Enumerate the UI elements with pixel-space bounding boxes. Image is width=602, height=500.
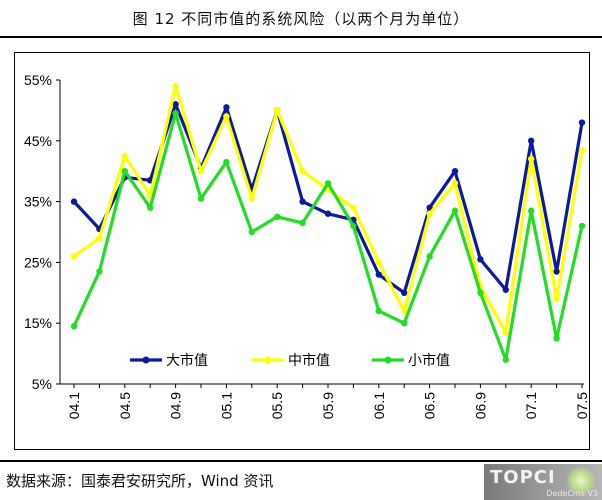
data-point: [70, 253, 78, 260]
data-point: [502, 329, 509, 336]
data-point: [197, 195, 205, 202]
data-point: [324, 180, 332, 187]
data-point: [578, 146, 586, 154]
data-point: [223, 158, 230, 166]
data-point: [553, 335, 560, 342]
data-point: [223, 104, 230, 111]
x-tick-label: 06.5: [422, 392, 438, 419]
data-point: [350, 204, 357, 211]
data-point: [96, 268, 103, 275]
data-point: [172, 110, 179, 117]
x-tick-label: 04.5: [117, 392, 133, 419]
data-point: [477, 289, 484, 296]
data-point: [147, 204, 154, 211]
data-point: [553, 268, 560, 275]
watermark-logo: TOPCI DedeCms V3: [484, 464, 602, 500]
risk-line-chart: 5% 15% 25% 35% 45% 55% 04.1 04.5 04.9 05.1 05.5 05.…: [24, 72, 590, 419]
x-tick-label: 06.9: [472, 392, 488, 419]
bottom-rule: [0, 460, 602, 462]
data-point: [197, 168, 205, 175]
x-tick-label: 05.9: [320, 392, 336, 419]
data-point: [553, 295, 560, 303]
x-tick-label: 07.5: [574, 392, 590, 419]
data-point: [350, 222, 357, 230]
data-point: [451, 180, 459, 187]
x-tick-label: 04.9: [168, 392, 184, 419]
y-tick-label: 35%: [24, 194, 52, 210]
y-tick-label: 5%: [32, 376, 52, 392]
data-point: [324, 210, 332, 217]
data-point: [121, 168, 128, 175]
legend-label: 中市值: [288, 352, 330, 369]
data-point: [299, 198, 306, 205]
data-point: [274, 213, 281, 220]
data-point: [528, 155, 535, 163]
data-point: [172, 82, 179, 90]
legend-swatch-marker: [142, 356, 150, 364]
data-point: [274, 107, 281, 114]
y-tick-label: 25%: [24, 254, 52, 270]
x-tick-label: 05.1: [218, 392, 234, 419]
x-tick-label: 05.5: [269, 392, 285, 419]
data-point: [451, 168, 459, 175]
y-tick-label: 15%: [24, 315, 52, 331]
x-tick-label: 04.1: [66, 392, 82, 419]
data-point: [578, 119, 586, 126]
data-point: [578, 222, 586, 230]
x-tick-label: 07.1: [523, 392, 539, 419]
data-source-note: 数据来源：国泰君安研究所，Wind 资讯: [6, 472, 274, 490]
legend-swatch-marker: [384, 356, 392, 364]
top-rule: [0, 36, 602, 38]
legend-label: 小市值: [408, 352, 450, 369]
data-point: [451, 207, 459, 214]
data-point: [528, 207, 535, 214]
data-point: [426, 210, 433, 217]
data-point: [248, 228, 255, 236]
data-point: [375, 271, 382, 278]
data-point: [121, 152, 128, 160]
data-point: [528, 137, 535, 144]
data-point: [375, 259, 382, 266]
data-point: [401, 320, 408, 327]
data-point: [299, 219, 306, 227]
data-point: [477, 256, 484, 263]
watermark-burst-icon: [566, 466, 596, 496]
watermark-subtext: DedeCms V3: [546, 489, 598, 498]
data-point: [401, 289, 408, 296]
watermark-text: TOPCI: [490, 467, 556, 488]
data-point: [299, 168, 306, 175]
data-point: [70, 198, 78, 205]
data-point: [375, 307, 382, 315]
data-point: [502, 356, 509, 363]
data-point: [172, 101, 179, 108]
data-point: [426, 253, 433, 260]
data-point: [70, 323, 78, 330]
legend-swatch-marker: [264, 356, 272, 364]
data-point: [248, 195, 255, 202]
data-point: [223, 113, 230, 120]
y-tick-label: 45%: [24, 133, 52, 149]
x-tick-label: 06.1: [371, 392, 387, 419]
legend-label: 大市值: [166, 352, 208, 369]
data-point: [502, 286, 509, 293]
data-point: [426, 204, 433, 211]
data-point: [401, 307, 408, 315]
chart-title: 图 12 不同市值的系统风险（以两个月为单位）: [132, 10, 470, 28]
y-tick-label: 55%: [24, 72, 52, 88]
data-point: [96, 234, 103, 242]
